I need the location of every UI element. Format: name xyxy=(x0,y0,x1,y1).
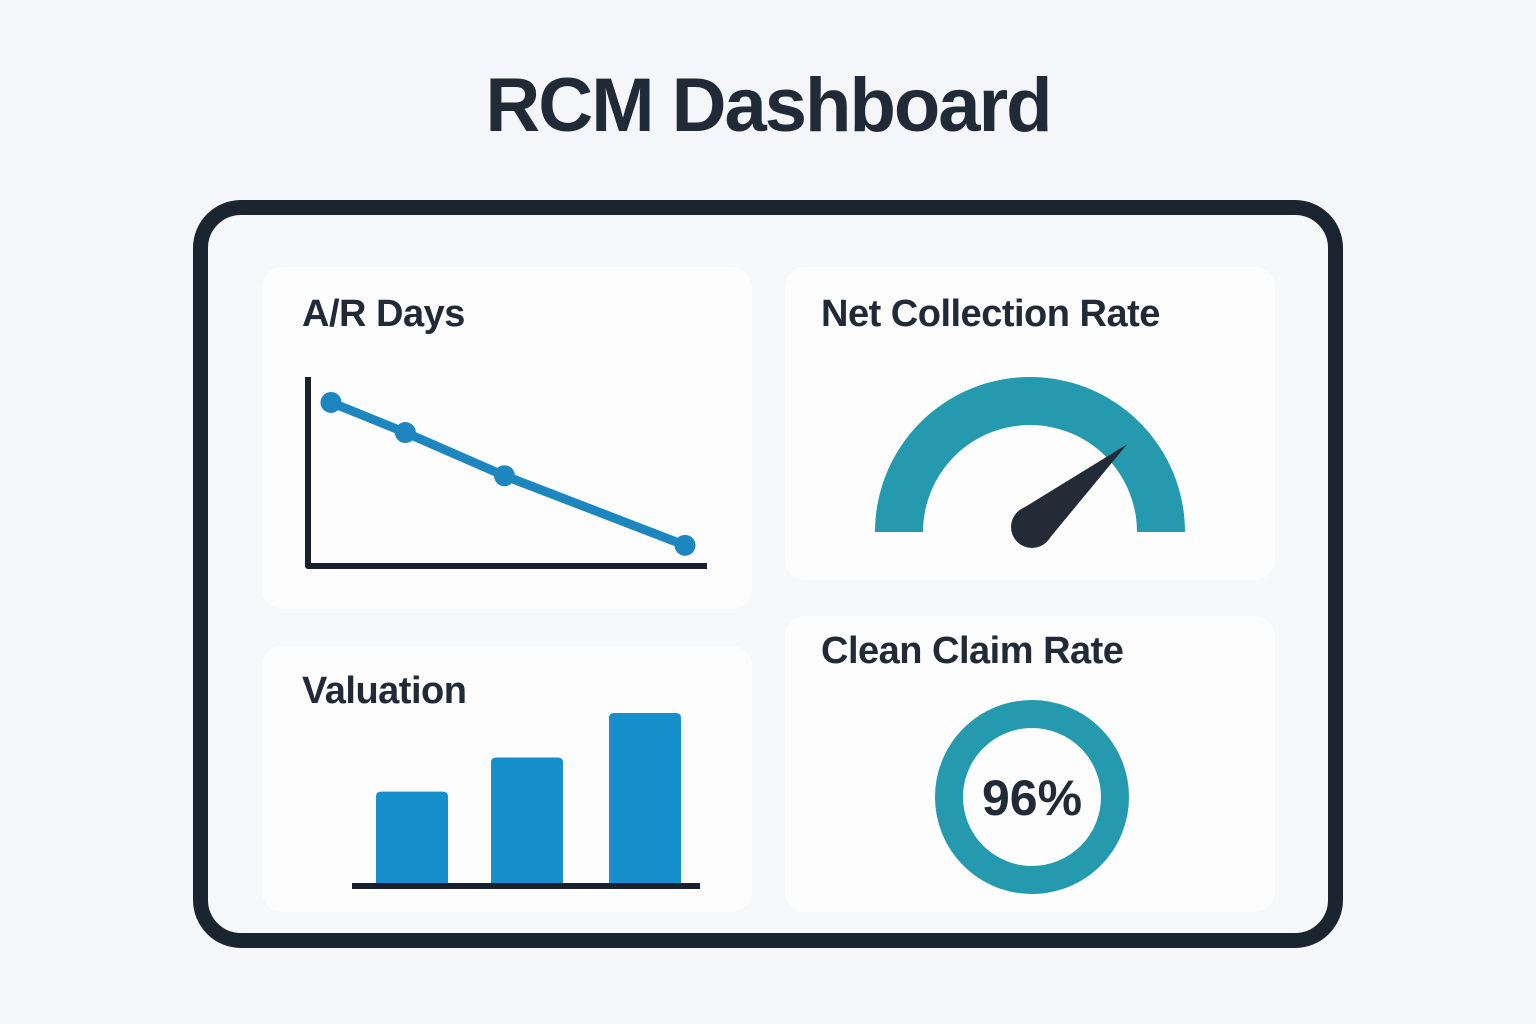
card-net-collection-rate: Net Collection Rate xyxy=(785,267,1275,580)
card-ar-days: A/R Days xyxy=(262,267,752,609)
dashboard-panel: A/R Days Net Collection Rate Valuation C… xyxy=(193,200,1343,948)
page-title: RCM Dashboard xyxy=(485,63,1052,148)
card-valuation: Valuation xyxy=(262,646,752,912)
donut-value-label: 96% xyxy=(982,770,1082,826)
card-title-net-collection-rate: Net Collection Rate xyxy=(821,293,1160,335)
card-clean-claim-rate: Clean Claim Rate 96% xyxy=(785,616,1275,912)
card-title-ar-days: A/R Days xyxy=(302,293,465,335)
valuation-bar-chart xyxy=(352,713,700,889)
donut-ring xyxy=(935,700,1129,894)
card-title-clean-claim-rate: Clean Claim Rate xyxy=(821,630,1124,672)
card-title-valuation: Valuation xyxy=(302,670,467,712)
clean-claim-donut-chart: 96% xyxy=(935,700,1129,894)
net-collection-gauge-chart xyxy=(875,377,1185,548)
ar-days-line-chart xyxy=(305,377,707,569)
